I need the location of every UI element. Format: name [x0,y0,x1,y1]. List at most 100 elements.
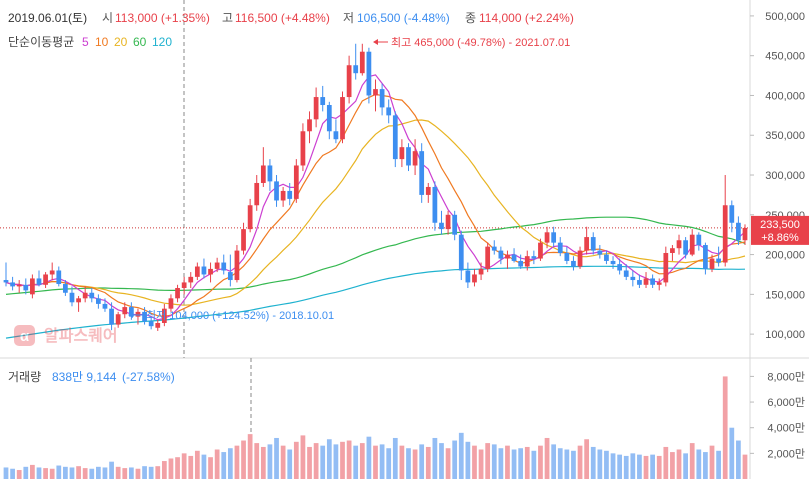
candle-body [432,186,438,223]
max-price-annotation: 최고 465,000 (-49.78%) - 2021.07.01 [373,36,570,49]
volume-bar [287,449,293,479]
candle-body [287,190,293,199]
candle-body [538,242,543,259]
candle-body [597,250,603,255]
volume-bar [161,461,167,479]
candle-body [412,151,418,166]
candle-body [670,248,675,253]
svg-text:최고 465,000 (-49.78%) - 2021.07: 최고 465,000 (-49.78%) - 2021.07.01 [391,36,570,49]
volume-bar [241,440,246,479]
volume-bar [696,449,702,479]
volume-bar [142,466,147,479]
volume-bar [89,468,95,479]
candle-body [82,292,88,299]
volume-tick-label: 6,000만 [767,396,805,409]
price-tick-label: 150,000 [765,289,805,301]
volume-bar [16,470,22,479]
header-date: 2019.06.01(토) [8,11,87,25]
ma-legend-5[interactable]: 5 [82,35,89,49]
candle-body [392,115,398,160]
volume-bar [716,450,721,479]
volume-bar [465,441,471,479]
candle-body [359,51,365,74]
volume-bar [333,444,339,479]
header-open-value: 113,000 (+1.35%) [115,11,210,25]
volume-value: 838만 9,144 [52,370,117,384]
volume-bar [498,448,504,479]
volume-bar [736,440,741,479]
volume-bar [188,455,194,479]
candle-body [478,268,484,275]
price-tick-label: 100,000 [765,329,805,341]
volume-bar [604,450,609,479]
candle-body [524,256,530,267]
volume-change: (-27.58%) [122,370,175,384]
ma-line-10 [5,93,746,317]
candle-body [518,260,524,267]
volume-label: 거래량 [8,370,41,384]
ma-legend-20[interactable]: 20 [114,35,128,49]
volume-bar [742,454,748,479]
volume-bar [76,466,81,479]
volume-bar [531,450,537,479]
ma-legend-120[interactable]: 120 [152,35,172,49]
candle-body [10,282,15,287]
candle-body [458,234,464,271]
volume-bars-group [3,376,748,479]
volume-bar [300,435,306,479]
price-axis: 100,000150,000200,000250,000300,000350,0… [750,11,805,341]
candle-body [425,186,431,195]
price-tick-label: 500,000 [765,11,805,23]
volume-bar [23,466,29,479]
candle-body [346,65,352,98]
volume-bar [63,466,68,479]
candle-body [122,307,128,315]
candle-body [439,222,444,230]
volume-bar [43,468,48,479]
candle-body [472,274,477,283]
candle-body [656,282,662,285]
candle-body [109,308,114,325]
volume-bar [419,444,425,479]
volume-bar [709,445,715,479]
price-tick-label: 450,000 [765,51,805,63]
candle-body [498,250,504,259]
candle-body [610,260,616,265]
volume-bar [326,439,332,479]
candle-body [293,165,299,199]
volume-bar [128,467,134,479]
candle-body [419,151,425,195]
candle-body [161,308,167,323]
volume-bar [346,440,352,479]
candle-body [617,264,623,271]
volume-bar [564,449,570,479]
ma-legend-10[interactable]: 10 [95,35,109,49]
volume-bar [623,455,629,479]
volume-bar [597,449,603,479]
candles-group [3,43,748,331]
volume-bar [610,453,616,479]
volume-bar [425,446,431,479]
candle-body [491,246,497,251]
candle-body [722,205,728,263]
volume-bar [247,434,253,479]
volume-bar [340,441,345,479]
volume-bar [254,443,260,479]
candle-body [76,298,81,303]
volume-bar [505,445,510,479]
candle-body [505,254,510,259]
ma-legend-60[interactable]: 60 [133,35,147,49]
volume-bar [544,437,550,479]
volume-bar [168,458,174,479]
candle-body [379,89,385,108]
volume-bar [267,444,273,479]
candle-body [267,165,273,182]
candle-body [485,246,491,269]
ma-legend-label: 단순이동평균 [8,35,74,49]
volume-bar [491,444,497,479]
candle-body [320,97,326,106]
candle-body [557,242,563,253]
candle-body [571,260,576,267]
